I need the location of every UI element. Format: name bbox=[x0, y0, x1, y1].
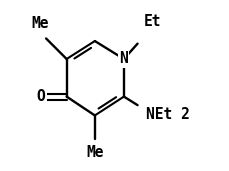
Text: O: O bbox=[37, 89, 45, 104]
Text: Me: Me bbox=[31, 16, 49, 31]
Text: NEt 2: NEt 2 bbox=[146, 107, 190, 122]
Text: Me: Me bbox=[86, 145, 104, 160]
Text: N: N bbox=[120, 51, 128, 67]
Text: Et: Et bbox=[143, 14, 161, 29]
